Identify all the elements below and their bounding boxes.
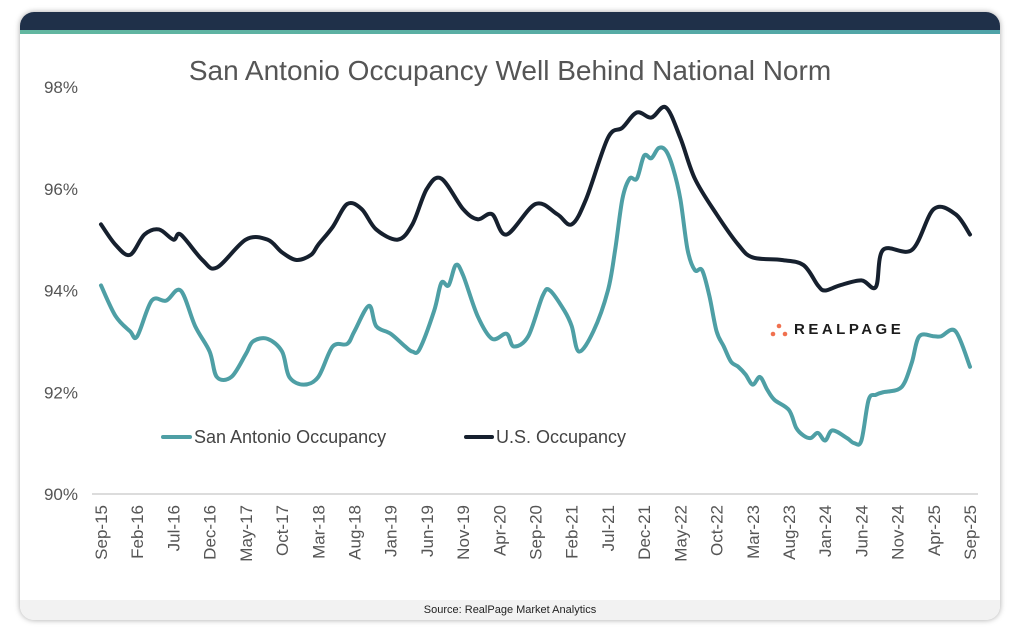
x-tick-label: Sep-15 bbox=[92, 505, 111, 560]
x-tick-label: Nov-19 bbox=[454, 505, 473, 560]
x-tick-label: Dec-21 bbox=[635, 505, 654, 560]
x-tick-label: Nov-24 bbox=[889, 505, 908, 560]
x-tick-label: Jul-16 bbox=[164, 505, 183, 551]
x-tick-label: Oct-17 bbox=[273, 505, 292, 556]
x-tick-label: Aug-18 bbox=[345, 505, 364, 560]
series-line-san-antonio bbox=[99, 145, 972, 447]
x-tick-label: May-17 bbox=[237, 505, 256, 562]
logo-dots-icon bbox=[770, 323, 788, 336]
x-tick-label: Sep-20 bbox=[527, 505, 546, 560]
x-tick-label: Feb-16 bbox=[128, 505, 147, 559]
y-tick-label: 98% bbox=[44, 78, 78, 97]
x-tick-label: Jul-21 bbox=[599, 505, 618, 551]
legend: San Antonio Occupancy U.S. Occupancy bbox=[161, 427, 626, 447]
accent-stripe bbox=[20, 30, 1000, 34]
x-tick-label: Oct-22 bbox=[708, 505, 727, 556]
series-line-us bbox=[99, 104, 972, 293]
x-tick-label: May-22 bbox=[671, 505, 690, 562]
chart-card: Source: RealPage Market Analytics bbox=[20, 12, 1000, 620]
chart-title: San Antonio Occupancy Well Behind Nation… bbox=[189, 55, 831, 86]
x-tick-label: Jun-24 bbox=[852, 505, 871, 557]
x-tick-label: Feb-21 bbox=[563, 505, 582, 559]
x-tick-label: Aug-23 bbox=[780, 505, 799, 560]
x-tick-label: Mar-23 bbox=[744, 505, 763, 559]
y-tick-label: 94% bbox=[44, 282, 78, 301]
header-band bbox=[20, 12, 1000, 30]
x-tick-label: Sep-25 bbox=[961, 505, 980, 560]
x-tick-label: Dec-16 bbox=[201, 505, 220, 560]
x-tick-label: Jan-19 bbox=[382, 505, 401, 557]
legend-label-us: U.S. Occupancy bbox=[496, 427, 626, 447]
y-tick-label: 92% bbox=[44, 383, 78, 402]
realpage-logo: REALPAGE bbox=[770, 321, 904, 338]
logo-text: REALPAGE bbox=[794, 321, 905, 338]
x-tick-label: Apr-20 bbox=[490, 505, 509, 556]
y-tick-label: 96% bbox=[44, 180, 78, 199]
source-note: Source: RealPage Market Analytics bbox=[20, 600, 1000, 620]
legend-label-san-antonio: San Antonio Occupancy bbox=[194, 427, 386, 447]
x-tick-label: Jun-19 bbox=[418, 505, 437, 557]
x-tick-label: Jan-24 bbox=[816, 505, 835, 557]
x-tick-label: Apr-25 bbox=[925, 505, 944, 556]
y-tick-label: 90% bbox=[44, 485, 78, 504]
x-tick-label: Mar-18 bbox=[309, 505, 328, 559]
